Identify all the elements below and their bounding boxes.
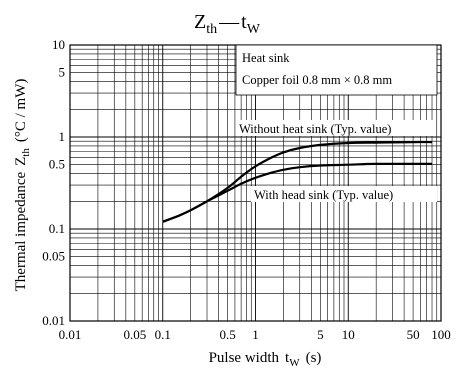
series-line-without-heat-sink xyxy=(162,140,433,223)
x-tick-label: 100 xyxy=(431,327,451,342)
y-axis-unit: (°C / mW) xyxy=(13,79,29,143)
y-tick-label: 1 xyxy=(59,129,66,144)
without-heat-sink-label-bg xyxy=(236,120,436,136)
title-var-sub: W xyxy=(247,22,261,37)
y-tick-label: 0.1 xyxy=(49,221,65,236)
x-tick-label: 1 xyxy=(252,327,259,342)
y-tick-labels: 0.01 0.05 0.1 0.5 1 5 10 xyxy=(42,37,65,328)
x-tick-labels: 0.01 0.05 0.1 0.5 1 5 10 50 100 xyxy=(59,327,451,342)
title-var: t xyxy=(241,11,247,33)
y-tick-label: 0.01 xyxy=(42,313,65,328)
x-axis-label-text: Pulse width xyxy=(209,350,280,366)
copper-foil-label: Copper foil 0.8 mm × 0.8 mm xyxy=(242,73,392,87)
x-axis-var-sub: W xyxy=(289,357,300,369)
y-tick-label: 5 xyxy=(59,65,66,80)
x-axis-unit: (s) xyxy=(306,350,322,366)
y-tick-label: 0.05 xyxy=(42,249,65,264)
y-tick-label: 0.5 xyxy=(49,157,65,172)
without-heat-sink-label: Without heat sink (Typ. value) xyxy=(239,122,391,136)
with-heat-sink-label-bg xyxy=(251,186,437,202)
chart-title: Zth — tW xyxy=(194,11,261,37)
x-tick-label: 50 xyxy=(407,327,420,342)
y-tick-label: 10 xyxy=(52,37,65,52)
x-tick-label: 0.1 xyxy=(155,327,171,342)
x-tick-label: 10 xyxy=(342,327,355,342)
y-axis-var: Z xyxy=(13,157,29,166)
title-main-sub: th xyxy=(206,22,217,37)
y-axis-label: Thermal impedance Zth (°C / mW) xyxy=(13,79,32,292)
x-tick-label: 0.05 xyxy=(123,327,146,342)
x-axis-label: Pulse width tW (s) xyxy=(209,350,322,369)
title-dash: — xyxy=(218,11,240,33)
series-line-with-heat-sink xyxy=(162,162,432,223)
heat-sink-legend-box xyxy=(235,44,438,96)
heat-sink-label: Heat sink xyxy=(242,51,290,65)
x-tick-label: 0.01 xyxy=(59,327,82,342)
x-tick-label: 5 xyxy=(317,327,324,342)
x-axis-var: t xyxy=(285,350,290,366)
y-axis-label-text: Thermal impedance xyxy=(13,172,29,292)
with-heat-sink-label: With head sink (Typ. value) xyxy=(254,188,393,202)
y-axis-var-sub: th xyxy=(20,148,32,157)
x-tick-label: 0.5 xyxy=(219,327,235,342)
title-main: Z xyxy=(194,11,206,33)
